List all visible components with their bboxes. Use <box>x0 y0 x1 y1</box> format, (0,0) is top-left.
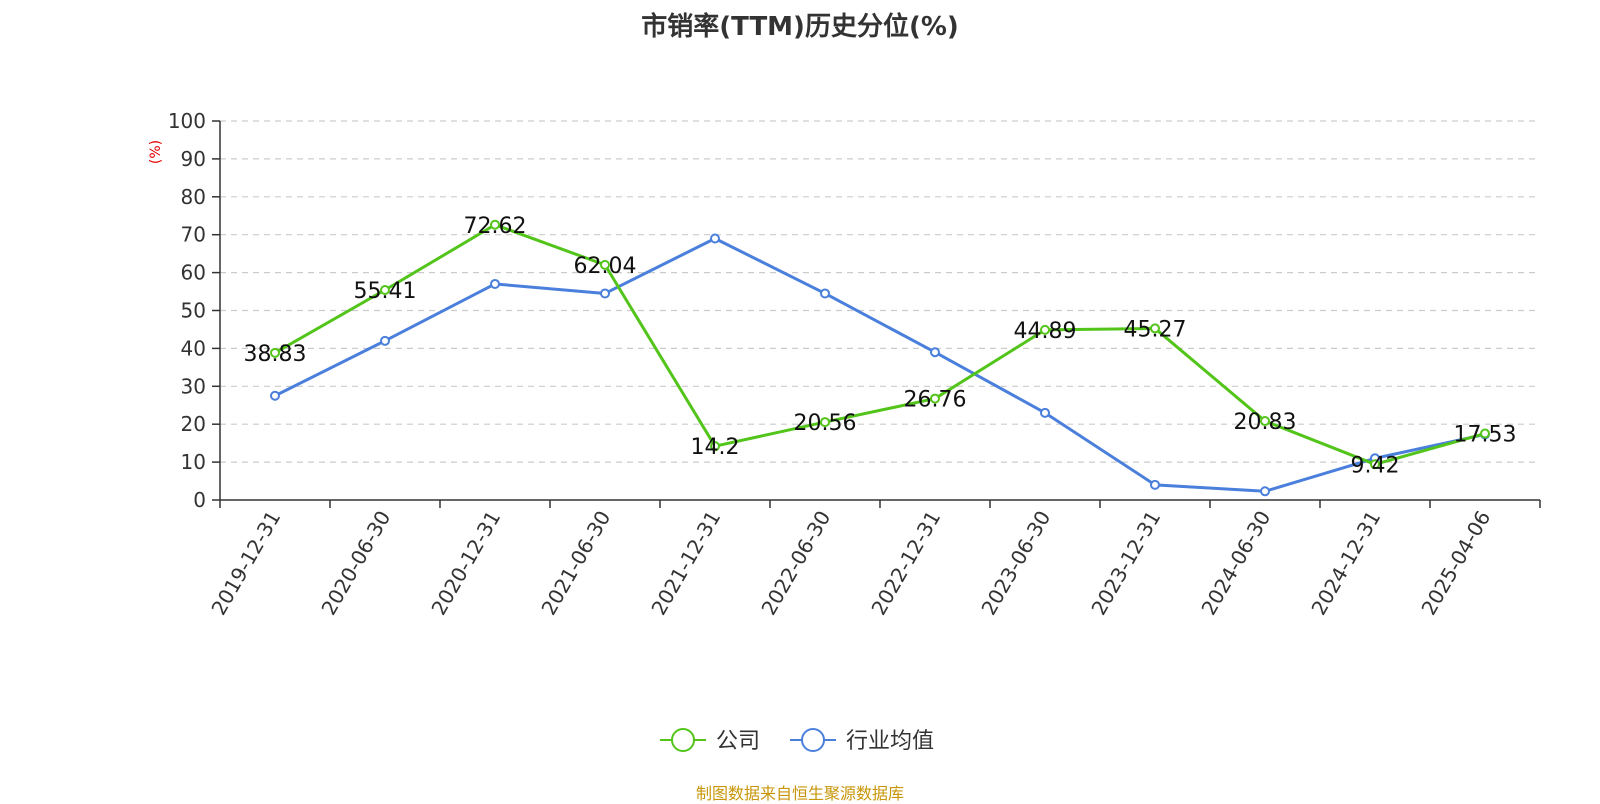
y-tick-label: 90 <box>181 147 206 171</box>
data-point <box>1260 416 1270 427</box>
data-point <box>490 278 500 289</box>
x-tick-label: 2024-06-30 <box>1196 507 1275 620</box>
data-point <box>490 219 500 230</box>
x-tick-label: 2021-12-31 <box>646 507 725 620</box>
data-point <box>1150 479 1160 490</box>
data-point <box>930 393 940 404</box>
data-label: 45.27 <box>1124 317 1187 342</box>
source-note: 制图数据来自恒生聚源数据库 <box>695 784 904 803</box>
chart-title: 市销率(TTM)历史分位(%) <box>641 12 959 42</box>
data-point <box>270 390 280 401</box>
y-tick-label: 80 <box>181 185 206 209</box>
data-label: 14.2 <box>691 435 740 460</box>
x-tick-label: 2022-06-30 <box>756 507 835 620</box>
y-tick-label: 50 <box>181 299 206 323</box>
data-label: 55.41 <box>354 279 417 304</box>
data-point <box>1480 428 1490 439</box>
y-tick-label: 0 <box>193 488 206 512</box>
data-point <box>930 347 940 358</box>
data-point <box>1260 486 1270 497</box>
data-label: 17.53 <box>1454 423 1517 448</box>
series-layer: 38.83 55.41 72.62 62.04 14.2 20.56 26.76 44.89 4… <box>244 214 1517 497</box>
x-tick-label: 2023-06-30 <box>976 507 1055 620</box>
x-tick-label: 2024-12-31 <box>1306 507 1385 620</box>
data-point <box>600 259 610 270</box>
y-tick-label: 30 <box>181 374 206 398</box>
y-tick-label: 20 <box>181 412 206 436</box>
data-point <box>380 284 390 295</box>
data-label: 38.83 <box>244 342 307 367</box>
data-point <box>1150 323 1160 334</box>
x-tick-label: 2022-12-31 <box>866 507 945 620</box>
x-tick-label: 2025-04-06 <box>1416 507 1495 620</box>
data-label: 62.04 <box>574 254 637 279</box>
data-point <box>710 441 720 452</box>
data-label: 20.83 <box>1234 410 1297 435</box>
axes: 0 10 20 30 40 50 60 70 80 90 100 2019-12-31 2020-06-… <box>168 109 1541 620</box>
y-axis-label: (%) <box>148 140 164 164</box>
data-point <box>380 335 390 346</box>
legend-label: 公司 <box>716 729 760 754</box>
series-line <box>274 236 1486 493</box>
data-point <box>820 417 830 428</box>
data-point <box>1370 459 1380 470</box>
data-point <box>600 288 610 299</box>
data-point <box>1040 407 1050 418</box>
grid-lines <box>220 120 1540 463</box>
data-label: 26.76 <box>904 388 967 413</box>
x-tick-label: 2020-12-31 <box>426 507 505 620</box>
y-tick-label: 100 <box>168 109 206 133</box>
legend-label: 行业均值 <box>846 729 934 754</box>
data-label: 72.62 <box>464 214 527 239</box>
data-point <box>820 288 830 299</box>
data-point <box>710 233 720 244</box>
legend: 公司 行业均值 <box>660 728 934 754</box>
x-tick-label: 2021-06-30 <box>536 507 615 620</box>
x-tick-label: 2020-06-30 <box>316 507 395 620</box>
series-line <box>274 223 1486 466</box>
y-tick-label: 10 <box>181 450 206 474</box>
data-label: 20.56 <box>794 411 857 436</box>
y-tick-label: 60 <box>181 261 206 285</box>
data-label: 44.89 <box>1014 319 1077 344</box>
data-point <box>270 347 280 358</box>
y-tick-label: 70 <box>181 223 206 247</box>
x-tick-label: 2023-12-31 <box>1086 507 1165 620</box>
data-label: 9.42 <box>1351 453 1400 478</box>
x-tick-label: 2019-12-31 <box>206 507 285 620</box>
y-tick-label: 40 <box>181 336 206 360</box>
legend-marker <box>671 728 695 752</box>
legend-marker <box>801 728 825 752</box>
data-point <box>1040 324 1050 335</box>
